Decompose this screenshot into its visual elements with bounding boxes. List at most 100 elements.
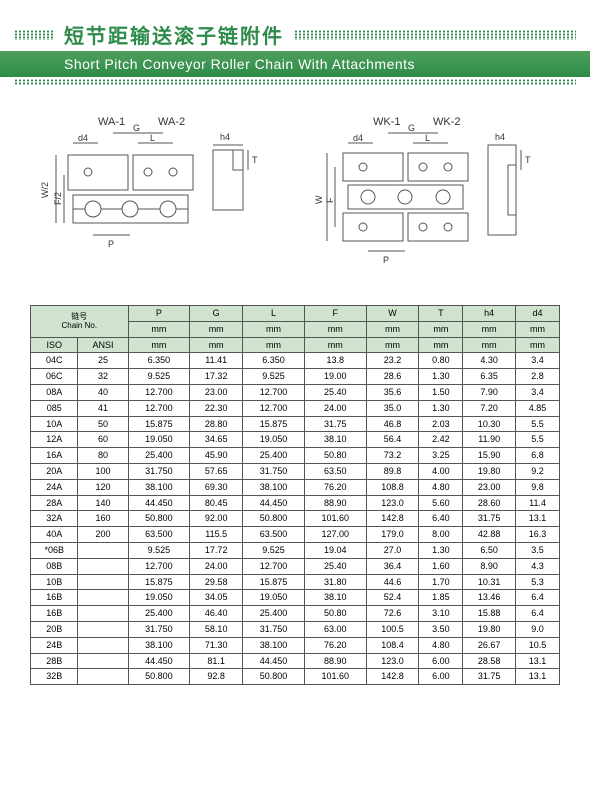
cell-d4: 13.1 (516, 669, 560, 685)
cell-W: 123.0 (366, 653, 419, 669)
cell-h4: 8.90 (463, 558, 516, 574)
cell-iso: 08B (31, 558, 78, 574)
cell-P: 25.400 (128, 606, 190, 622)
cell-G: 28.80 (190, 416, 243, 432)
cell-d4: 2.8 (516, 369, 560, 385)
label-wk2: WK-2 (433, 116, 461, 128)
cell-h4: 15.88 (463, 606, 516, 622)
cell-h4: 42.88 (463, 527, 516, 543)
col-l: L (243, 306, 305, 322)
table-row: 32B50.80092.850.800101.60142.86.0031.751… (31, 669, 560, 685)
cell-iso: 10A (31, 416, 78, 432)
cell-F: 63.00 (304, 621, 366, 637)
table-row: 12A6019.05034.6519.05038.1056.42.4211.90… (31, 432, 560, 448)
cell-ansi (78, 621, 128, 637)
dim-h4-r: h4 (495, 132, 505, 142)
unit-l2: mm (243, 337, 305, 353)
table-row: 10A5015.87528.8015.87531.7546.82.0310.30… (31, 416, 560, 432)
cell-L: 25.400 (243, 448, 305, 464)
cell-F: 19.00 (304, 369, 366, 385)
dim-d4: d4 (78, 133, 88, 143)
cell-iso: 06C (31, 369, 78, 385)
cell-L: 38.100 (243, 637, 305, 653)
cell-d4: 3.4 (516, 384, 560, 400)
cell-iso: 085 (31, 400, 78, 416)
cell-W: 35.0 (366, 400, 419, 416)
cell-F: 76.20 (304, 479, 366, 495)
cell-G: 92.00 (190, 511, 243, 527)
cell-h4: 23.00 (463, 479, 516, 495)
cell-h4: 4.30 (463, 353, 516, 369)
cell-P: 15.875 (128, 574, 190, 590)
cell-h4: 11.90 (463, 432, 516, 448)
cell-ansi: 41 (78, 400, 128, 416)
cell-d4: 6.4 (516, 606, 560, 622)
cell-T: 1.60 (419, 558, 463, 574)
cell-d4: 9.2 (516, 463, 560, 479)
cell-ansi (78, 558, 128, 574)
table-head: 链号 Chain No. P G L F W T h4 d4 mm mm mm … (31, 306, 560, 353)
cell-P: 12.700 (128, 384, 190, 400)
unit-g2: mm (190, 337, 243, 353)
cell-h4: 31.75 (463, 511, 516, 527)
cell-d4: 13.1 (516, 511, 560, 527)
cell-P: 44.450 (128, 653, 190, 669)
cell-iso: 16B (31, 606, 78, 622)
cell-T: 1.50 (419, 384, 463, 400)
cell-L: 44.450 (243, 653, 305, 669)
cell-W: 46.8 (366, 416, 419, 432)
cell-d4: 9.8 (516, 479, 560, 495)
cell-G: 34.65 (190, 432, 243, 448)
cell-F: 19.04 (304, 542, 366, 558)
cell-T: 6.40 (419, 511, 463, 527)
dim-f2: F/2 (53, 192, 63, 205)
cell-P: 6.350 (128, 353, 190, 369)
cell-d4: 3.4 (516, 353, 560, 369)
cell-L: 44.450 (243, 495, 305, 511)
diagram-wa: WA-1 WA-2 G L d4 h4 T W/2 (38, 115, 278, 275)
cell-L: 50.800 (243, 669, 305, 685)
col-w: W (366, 306, 419, 322)
sub-iso: ISO (31, 337, 78, 353)
cell-W: 44.6 (366, 574, 419, 590)
dim-t: T (252, 155, 258, 165)
cell-T: 6.00 (419, 669, 463, 685)
table-row: 32A16050.80092.0050.800101.60142.86.4031… (31, 511, 560, 527)
cell-P: 19.050 (128, 432, 190, 448)
cell-W: 52.4 (366, 590, 419, 606)
cell-d4: 6.8 (516, 448, 560, 464)
table-row: 24A12038.10069.3038.10076.20108.84.8023.… (31, 479, 560, 495)
cell-T: 2.42 (419, 432, 463, 448)
cell-iso: 32B (31, 669, 78, 685)
cell-L: 6.350 (243, 353, 305, 369)
cell-L: 15.875 (243, 416, 305, 432)
cell-iso: *06B (31, 542, 78, 558)
cell-L: 31.750 (243, 463, 305, 479)
dim-t-r: T (525, 155, 531, 165)
dim-w2: W/2 (40, 182, 50, 198)
cell-iso: 28A (31, 495, 78, 511)
cell-d4: 9.0 (516, 621, 560, 637)
cell-L: 25.400 (243, 606, 305, 622)
cell-P: 9.525 (128, 369, 190, 385)
header: 短节距输送滚子链附件 Short Pitch Conveyor Roller C… (0, 0, 590, 85)
cell-P: 38.100 (128, 479, 190, 495)
cell-W: 108.4 (366, 637, 419, 653)
cell-h4: 26.67 (463, 637, 516, 653)
dim-l-r: L (425, 133, 430, 143)
cell-T: 3.10 (419, 606, 463, 622)
diagram-wk: WK-1 WK-2 G L d4 h4 T W F P (313, 115, 553, 275)
cell-P: 50.800 (128, 669, 190, 685)
cell-W: 23.2 (366, 353, 419, 369)
cell-G: 92.8 (190, 669, 243, 685)
unit-d42: mm (516, 337, 560, 353)
cell-d4: 16.3 (516, 527, 560, 543)
cell-P: 12.700 (128, 400, 190, 416)
label-wa2: WA-2 (158, 116, 185, 128)
cell-iso: 08A (31, 384, 78, 400)
cell-T: 1.30 (419, 542, 463, 558)
cell-d4: 5.5 (516, 416, 560, 432)
cell-G: 11.41 (190, 353, 243, 369)
cell-ansi: 140 (78, 495, 128, 511)
table-row: 04C256.35011.416.35013.823.20.804.303.4 (31, 353, 560, 369)
